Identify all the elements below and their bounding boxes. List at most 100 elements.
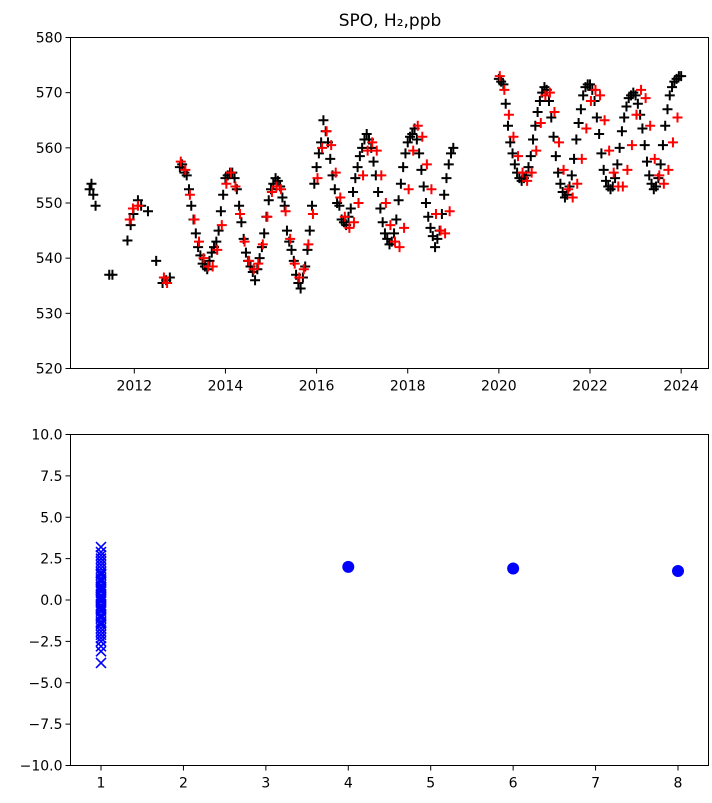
plus-marker (189, 214, 200, 225)
plus-marker (550, 151, 561, 162)
plus-marker (585, 95, 596, 106)
x-tick-label: 2020 (481, 379, 517, 395)
plus-marker (440, 228, 451, 239)
plus-marker (444, 206, 455, 217)
plus-marker (641, 156, 652, 167)
plus-marker (325, 153, 336, 164)
plus-marker (600, 175, 611, 186)
plus-marker (352, 162, 363, 173)
plus-marker (216, 220, 227, 231)
plus-marker (276, 184, 287, 195)
plus-marker (286, 244, 297, 255)
plus-marker (532, 106, 543, 117)
plus-marker (548, 131, 559, 142)
plus-marker (377, 217, 388, 228)
y-axis-ticks: −10.0 −7.5 −5.0 −2.5 0.0 2.5 5.0 7.5 10.0 (20, 428, 71, 775)
plus-marker (546, 112, 557, 123)
plus-marker (326, 140, 337, 151)
plus-marker (393, 195, 404, 206)
plus-marker (590, 84, 601, 95)
plus-marker (385, 220, 396, 231)
plus-marker (158, 272, 169, 283)
plus-marker (494, 71, 505, 82)
plus-marker (248, 264, 259, 275)
plus-marker (617, 181, 628, 192)
plus-marker (534, 95, 545, 106)
plus-marker (585, 79, 596, 90)
plus-marker (345, 203, 356, 214)
plus-marker (502, 120, 513, 131)
plus-marker (416, 164, 427, 175)
plus-marker (266, 186, 277, 197)
plus-marker (371, 145, 382, 156)
plus-marker (505, 137, 516, 148)
x-tick-label: 5 (426, 776, 435, 792)
y-tick-label: −2.5 (29, 634, 63, 650)
x-marker (95, 604, 107, 616)
plus-marker (414, 148, 425, 159)
plus-marker (127, 203, 138, 214)
plus-marker (426, 184, 437, 195)
plus-marker (213, 225, 224, 236)
plus-marker (544, 87, 555, 98)
x-axis-ticks: 2012 2014 2016 2018 2020 2022 2024 (116, 368, 699, 395)
plus-marker (636, 84, 647, 95)
plus-marker (335, 192, 346, 203)
plus-marker (353, 198, 364, 208)
plus-marker (658, 178, 669, 189)
plus-marker (235, 209, 246, 220)
plus-marker (655, 159, 666, 170)
plus-marker (430, 209, 441, 220)
y-tick-label: −5.0 (29, 676, 63, 692)
plus-marker (421, 159, 432, 170)
plus-marker (329, 184, 340, 195)
plus-marker (558, 164, 569, 175)
plus-marker (309, 178, 320, 189)
plus-marker (298, 264, 309, 275)
plus-marker (660, 120, 671, 131)
plus-marker (263, 195, 274, 206)
plus-marker (526, 167, 537, 178)
plus-marker (391, 214, 402, 225)
plus-marker (599, 115, 610, 126)
x-tick-label: 2018 (390, 379, 426, 395)
plus-marker (354, 151, 365, 162)
plus-marker (614, 142, 625, 153)
plus-marker (295, 283, 306, 294)
plus-marker (651, 181, 662, 192)
plus-marker (190, 228, 201, 239)
x-marker (95, 657, 107, 669)
plus-marker (84, 184, 95, 195)
y-tick-label: 520 (36, 362, 63, 378)
x-marker (95, 632, 107, 644)
x-tick-label: 2012 (116, 379, 152, 395)
plus-marker (254, 253, 265, 264)
plus-marker (361, 129, 372, 140)
plus-marker (358, 170, 369, 181)
plus-marker (218, 189, 229, 200)
plus-marker (412, 120, 423, 131)
plus-marker (553, 167, 564, 178)
x-marker (95, 640, 107, 652)
plus-marker (578, 90, 589, 101)
plus-marker (206, 247, 217, 258)
plus-marker (535, 118, 546, 129)
x-tick-label: 2014 (208, 379, 244, 395)
y-axis-ticks: 520 530 540 550 560 570 580 (36, 31, 71, 378)
x-tick-label: 4 (344, 776, 353, 792)
circle-marker (342, 560, 355, 573)
plus-marker (304, 225, 315, 236)
plus-marker (175, 156, 186, 167)
plus-marker (531, 145, 542, 156)
plus-marker (572, 178, 583, 189)
plus-marker (555, 178, 566, 189)
plus-marker (608, 167, 619, 178)
plus-marker (107, 269, 118, 280)
plus-marker (162, 277, 173, 288)
plus-marker (362, 145, 373, 156)
plus-marker (230, 181, 241, 192)
plus-marker (439, 189, 450, 200)
plus-marker (132, 200, 143, 211)
plus-marker (500, 98, 511, 109)
plus-marker (239, 236, 250, 247)
